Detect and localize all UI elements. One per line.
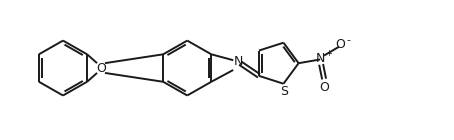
Text: O: O [335,38,345,51]
Text: O: O [319,81,329,94]
Text: O: O [96,62,106,74]
Text: -: - [346,35,350,45]
Text: N: N [234,55,244,68]
Text: N: N [316,52,325,65]
Text: S: S [281,85,288,98]
Text: +: + [325,49,332,58]
